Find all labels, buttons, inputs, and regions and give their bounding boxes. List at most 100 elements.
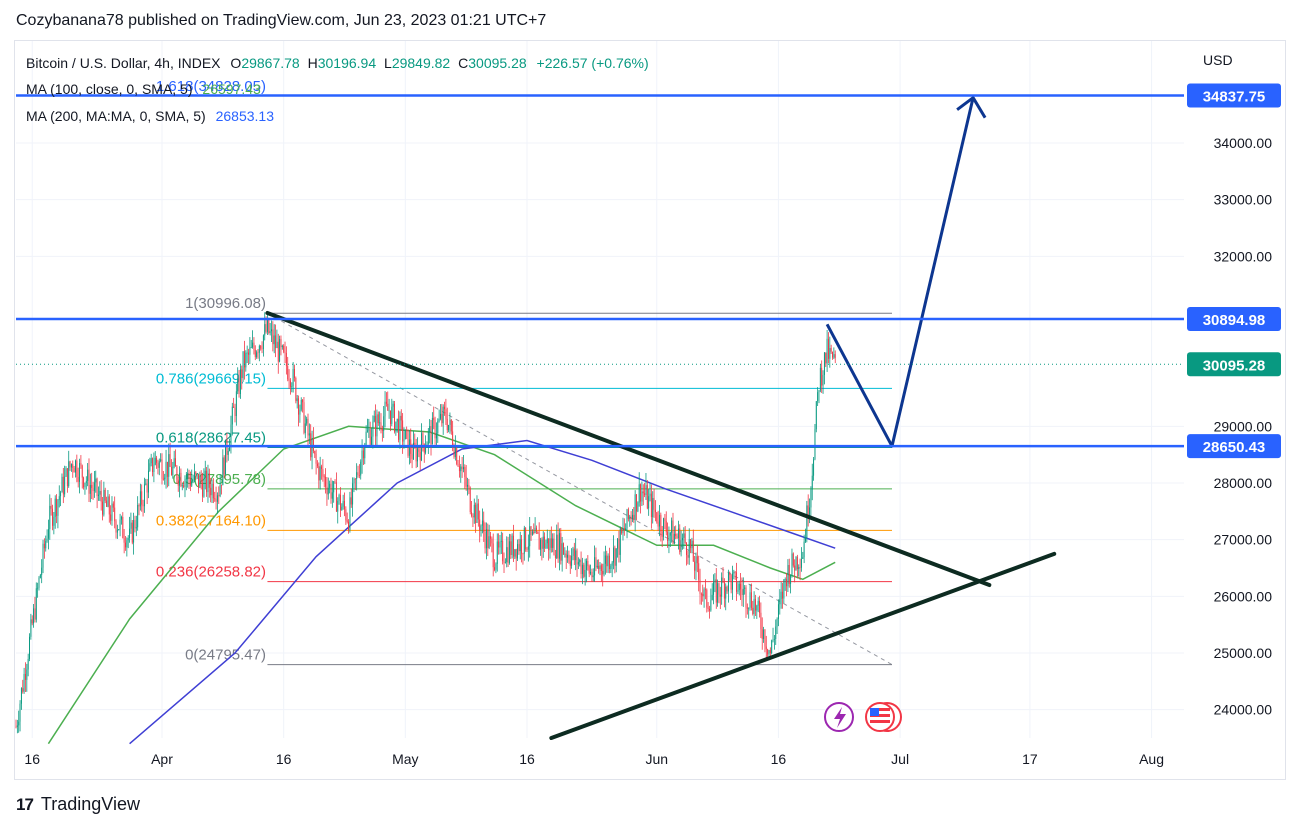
candle-body bbox=[567, 554, 569, 558]
candle-body bbox=[272, 329, 274, 345]
candle-body bbox=[126, 540, 128, 548]
candle-body bbox=[599, 565, 601, 570]
candle-body bbox=[695, 556, 697, 571]
candle-body bbox=[160, 459, 162, 462]
candle-body bbox=[796, 556, 798, 570]
candle-body bbox=[131, 522, 133, 543]
candle-body bbox=[289, 380, 291, 387]
ma100-label[interactable]: MA (100, close, 0, SMA, 5) bbox=[26, 81, 193, 97]
candle-body bbox=[767, 649, 769, 655]
candle-body bbox=[554, 555, 556, 558]
candle-body bbox=[673, 533, 675, 544]
high-value: 30196.94 bbox=[317, 55, 377, 71]
candle-body bbox=[737, 590, 739, 592]
candle-body bbox=[803, 541, 805, 558]
candle-body bbox=[89, 484, 91, 494]
candle-body bbox=[235, 391, 237, 417]
candle-body bbox=[302, 399, 304, 403]
symbol-name[interactable]: Bitcoin / U.S. Dollar, 4h, INDEX bbox=[26, 55, 221, 71]
candle-body bbox=[473, 504, 475, 518]
candle-body bbox=[627, 509, 629, 519]
candle-body bbox=[433, 417, 435, 420]
candle-body bbox=[617, 538, 619, 549]
candle-body bbox=[702, 593, 704, 597]
candle-body bbox=[642, 491, 644, 494]
ascending-support-line[interactable] bbox=[549, 551, 1057, 740]
candle-body bbox=[448, 424, 450, 431]
candle-body bbox=[603, 563, 605, 575]
candle-body bbox=[759, 600, 760, 613]
candle-body bbox=[103, 489, 105, 515]
event-icons[interactable] bbox=[824, 702, 902, 732]
candle-body bbox=[452, 431, 454, 448]
candle-body bbox=[646, 485, 648, 509]
candle-body bbox=[315, 453, 317, 464]
candle-body bbox=[652, 498, 654, 518]
ma200-value: 26853.13 bbox=[215, 108, 275, 124]
candle-body bbox=[335, 482, 337, 512]
candle-body bbox=[383, 416, 385, 431]
candle-body bbox=[576, 550, 578, 565]
candle-body bbox=[284, 351, 286, 353]
candle-body bbox=[483, 520, 485, 533]
candle-body bbox=[829, 348, 831, 359]
candle-body bbox=[222, 457, 224, 486]
fib-level-label: 0.236(26258.82) bbox=[156, 564, 266, 581]
candle-body bbox=[345, 509, 347, 521]
candle-body bbox=[515, 549, 517, 559]
candle-body bbox=[795, 556, 797, 571]
candle-body bbox=[607, 555, 609, 567]
candle-body bbox=[817, 392, 819, 402]
candle-body bbox=[587, 560, 589, 567]
candle-body bbox=[417, 448, 418, 462]
candle-body bbox=[157, 462, 159, 468]
candle-body bbox=[398, 418, 400, 440]
candle-body bbox=[172, 466, 174, 475]
ma100-legend[interactable]: MA (100, close, 0, SMA, 5) 26597.43 bbox=[26, 81, 267, 97]
candle-body bbox=[730, 575, 732, 590]
candle-body bbox=[408, 439, 410, 456]
candle-body bbox=[377, 414, 379, 424]
descending-resistance-line[interactable] bbox=[265, 311, 992, 587]
candle-body bbox=[271, 329, 272, 332]
symbol-legend[interactable]: Bitcoin / U.S. Dollar, 4h, INDEX O29867.… bbox=[26, 55, 655, 71]
candle-body bbox=[269, 331, 271, 334]
candle-body bbox=[802, 557, 804, 559]
candle-body bbox=[106, 500, 108, 507]
candle-body bbox=[45, 541, 47, 549]
candle-body bbox=[423, 444, 425, 453]
x-tick-label: 16 bbox=[276, 751, 292, 767]
footer-brand[interactable]: 17 TradingView bbox=[16, 794, 140, 815]
candle-body bbox=[826, 338, 828, 364]
candle-body bbox=[34, 608, 36, 620]
level-badge-label: 34837.75 bbox=[1203, 89, 1266, 106]
candle-body bbox=[75, 460, 76, 473]
x-tick-label: Apr bbox=[151, 751, 173, 767]
candle-body bbox=[690, 539, 692, 549]
ma100-line[interactable] bbox=[47, 425, 836, 745]
candle-body bbox=[550, 538, 552, 548]
y-tick-label: 25000.00 bbox=[1214, 645, 1273, 661]
ma200-legend[interactable]: MA (200, MA:MA, 0, SMA, 5) 26853.13 bbox=[26, 108, 280, 124]
candle-body bbox=[42, 543, 44, 568]
candle-body bbox=[129, 528, 131, 539]
candle-body bbox=[629, 516, 631, 519]
candle-body bbox=[358, 474, 360, 476]
candle-body bbox=[77, 477, 79, 482]
candle-body bbox=[146, 483, 148, 493]
candle-body bbox=[500, 540, 502, 542]
candle-body bbox=[333, 481, 335, 493]
candle-body bbox=[326, 486, 328, 495]
level-badge-label: 28650.43 bbox=[1203, 439, 1266, 456]
candle-body bbox=[569, 561, 571, 566]
candle-body bbox=[322, 469, 324, 477]
ma200-label[interactable]: MA (200, MA:MA, 0, SMA, 5) bbox=[26, 108, 206, 124]
candle-body bbox=[39, 575, 41, 578]
candle-body bbox=[704, 589, 706, 591]
candle-body bbox=[253, 342, 255, 350]
candle-body bbox=[211, 483, 213, 496]
candle-body bbox=[445, 409, 447, 419]
ma200-line[interactable] bbox=[129, 439, 836, 745]
candle-body bbox=[811, 475, 813, 490]
